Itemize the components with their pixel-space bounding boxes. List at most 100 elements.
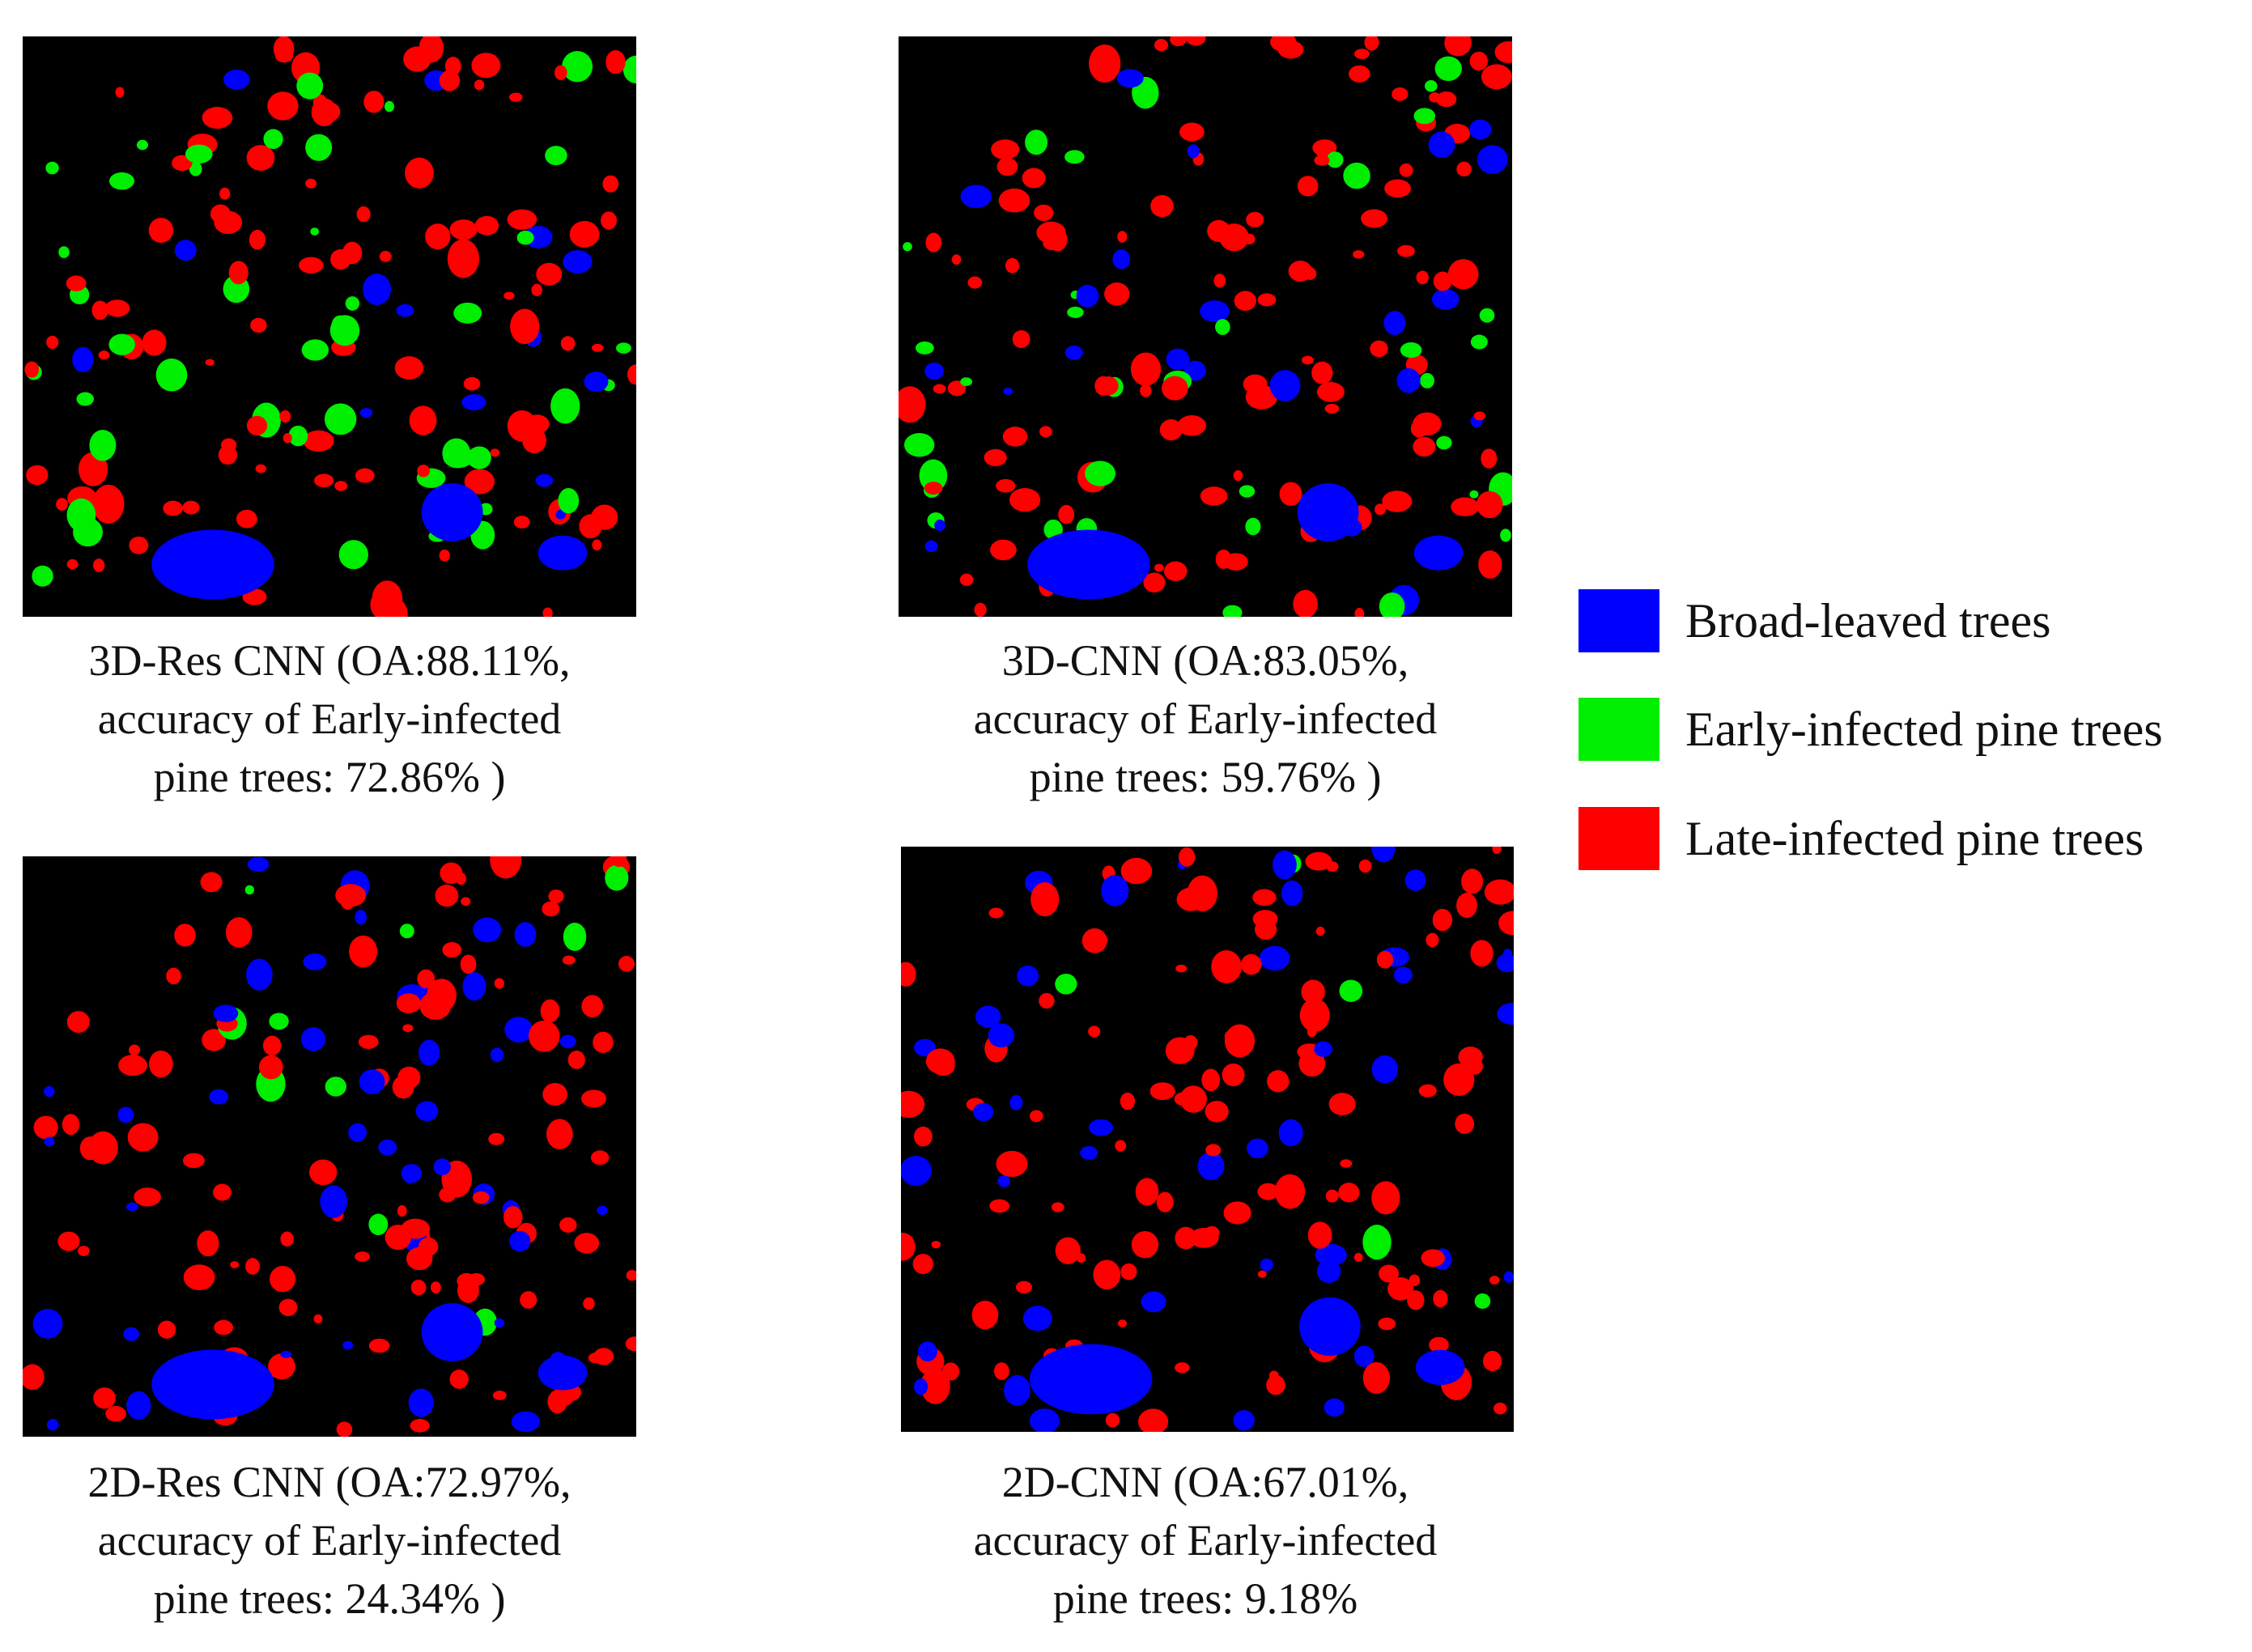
tree-crown-blob: [1094, 376, 1112, 396]
tree-crown-blob: [514, 922, 537, 947]
tree-crown-blob: [1418, 1084, 1437, 1098]
tree-crown-blob: [616, 342, 631, 354]
tree-crown-blob: [399, 924, 414, 939]
tree-crown-blob: [355, 1251, 370, 1262]
tree-crown-blob: [250, 317, 267, 333]
tree-crown-blob: [494, 1318, 505, 1328]
tree-crown-blob: [1255, 919, 1277, 940]
tree-crown-blob: [1015, 1280, 1032, 1294]
tree-crown-blob: [1009, 1094, 1023, 1111]
tree-crown-blob: [1325, 1189, 1339, 1203]
tree-crown-blob: [280, 1350, 292, 1358]
tree-crown-blob: [368, 1213, 389, 1235]
tree-crown-blob: [1305, 851, 1332, 871]
tree-crown-blob: [129, 536, 149, 554]
tree-crown-blob: [1358, 859, 1372, 873]
tree-crown-blob: [993, 1362, 1009, 1380]
tree-crown-blob: [435, 884, 459, 907]
tree-crown-blob: [996, 157, 1018, 176]
tree-crown-blob: [185, 144, 213, 164]
tree-crown-blob: [1338, 1183, 1360, 1203]
tree-crown-blob: [490, 856, 522, 879]
tree-crown-blob: [183, 1264, 215, 1290]
tree-crown-blob: [44, 1136, 55, 1147]
tree-crown-blob: [1140, 384, 1152, 397]
tree-crown-blob: [1503, 949, 1512, 958]
tree-crown-blob: [1115, 1140, 1127, 1152]
tree-crown-blob: [342, 241, 363, 265]
tree-crown-blob: [1246, 211, 1264, 227]
tree-crown-blob: [1469, 490, 1479, 499]
classification-map-3d-res-cnn: [23, 36, 636, 617]
tree-crown-blob: [46, 1418, 59, 1431]
tree-crown-blob: [62, 1114, 80, 1136]
tree-crown-blob: [593, 1031, 614, 1053]
tree-crown-blob: [288, 425, 308, 447]
tree-crown-blob: [584, 372, 609, 392]
tree-crown-blob: [602, 175, 619, 193]
tree-crown-blob: [567, 1051, 585, 1069]
caption-line: 3D-CNN (OA:83.05%,: [1001, 636, 1409, 685]
tree-crown-blob: [1371, 1181, 1400, 1215]
tree-crown-blob: [1003, 387, 1013, 395]
tree-crown-blob: [550, 388, 580, 424]
tree-crown-blob: [913, 1126, 933, 1147]
tree-crown-blob: [924, 540, 938, 553]
tree-crown-blob: [951, 254, 962, 265]
tree-crown-blob: [1301, 355, 1314, 365]
tree-crown-blob: [1470, 334, 1488, 350]
tree-crown-blob: [108, 172, 135, 190]
tree-crown-blob: [901, 1155, 932, 1186]
tree-crown-blob: [359, 1069, 385, 1094]
tree-crown-blob: [996, 1150, 1028, 1178]
tree-crown-blob: [901, 1232, 916, 1261]
tree-crown-blob: [1009, 488, 1041, 512]
tree-crown-blob: [1187, 144, 1200, 159]
tree-crown-blob: [974, 602, 987, 617]
tree-crown-blob: [542, 607, 553, 617]
tree-crown-blob: [1371, 847, 1396, 863]
tree-crown-blob: [1201, 1068, 1221, 1092]
tree-crown-blob: [303, 430, 334, 452]
tree-crown-blob: [563, 922, 587, 951]
tree-crown-blob: [26, 465, 49, 486]
tree-crown-blob: [419, 992, 452, 1020]
tree-crown-blob: [583, 1297, 595, 1310]
tree-crown-blob: [1154, 39, 1169, 52]
tree-crown-blob: [268, 1353, 295, 1380]
tree-crown-blob: [1076, 284, 1099, 308]
tree-crown-blob: [1025, 130, 1048, 155]
tree-crown-blob: [223, 70, 250, 90]
legend-swatch: [1579, 807, 1659, 870]
tree-crown-blob: [87, 1131, 118, 1165]
tree-crown-blob: [1116, 69, 1144, 88]
tree-crown-blob: [418, 1237, 439, 1257]
tree-crown-blob: [274, 49, 294, 63]
tree-crown-blob: [1374, 503, 1386, 516]
tree-crown-blob: [569, 221, 600, 248]
tree-crown-blob: [1497, 1003, 1514, 1026]
tree-crown-blob: [296, 72, 324, 100]
caption-line: accuracy of Early-infected: [97, 1516, 562, 1565]
tree-crown-blob: [1326, 151, 1344, 168]
tree-crown-blob: [1371, 1055, 1399, 1084]
tree-crown-blob: [971, 1300, 999, 1330]
tree-crown-blob: [228, 261, 249, 285]
tree-crown-blob: [449, 219, 478, 240]
tree-crown-blob: [1436, 91, 1457, 108]
tree-crown-blob: [591, 504, 618, 530]
tree-crown-blob: [126, 1391, 151, 1420]
broad-leaved-patch: [538, 1355, 588, 1391]
tree-crown-blob: [433, 1158, 451, 1175]
tree-crown-blob: [279, 410, 291, 423]
tree-crown-blob: [1117, 231, 1128, 243]
tree-crown-blob: [559, 1217, 577, 1233]
tree-crown-blob: [899, 386, 926, 423]
tree-crown-blob: [1281, 880, 1303, 907]
tree-crown-blob: [283, 432, 292, 444]
tree-crown-blob: [349, 935, 378, 968]
tree-crown-blob: [394, 356, 424, 380]
tree-crown-blob: [528, 1020, 560, 1052]
tree-crown-blob: [210, 204, 231, 223]
tree-crown-blob: [1479, 308, 1495, 323]
